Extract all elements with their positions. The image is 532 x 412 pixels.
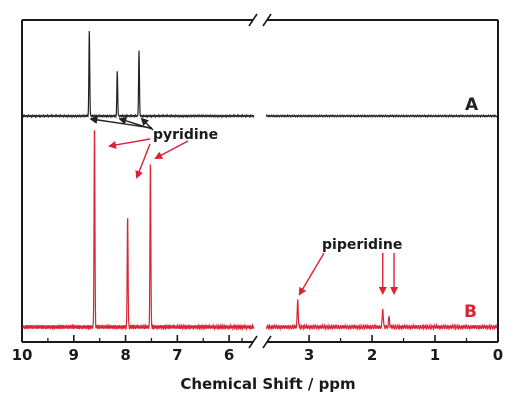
x-tick-label-2: 9 [69,346,79,364]
annotation-piperidine: piperidine [322,237,402,253]
trace-label-a: A [465,95,479,115]
x-tick-label-3: 8 [120,346,130,364]
plot-frame [21,13,499,349]
pyridine-arrow-b-3 [154,140,189,159]
x-tick-label-8: 1 [430,346,440,364]
trace-label-b: B [464,302,477,322]
peak-A-1 [88,29,91,32]
x-tick-label-4: 7 [172,346,182,364]
trace-B-left [22,130,255,332]
axis-break-bottom-mark-2 [262,335,272,349]
peak-B-2 [126,212,129,215]
x-tick-label-9: 0 [493,346,503,364]
pyridine-arrow-b-1 [108,138,151,149]
trace-B [22,130,498,332]
pyridine-arrow-b-2 [135,143,151,179]
x-tick-label-7: 2 [367,346,377,364]
x-tick-label-1: 10 [12,346,33,364]
trace-A-right [265,113,498,119]
x-axis-title: Chemical Shift / ppm [180,375,355,393]
trace-A [22,29,498,119]
axis-break-top [248,13,272,27]
annotation-pyridine: pyridine [153,127,218,143]
trace-B-right [265,299,498,332]
axis-break-bottom [248,335,272,349]
x-tick-label-6: 3 [304,346,314,364]
piperidine-arrow-1 [298,252,325,296]
axis-break-top-mark-2 [262,13,272,27]
x-tick-label-5: 6 [224,346,234,364]
trace-A-left [22,31,255,119]
pyridine-arrow-a-2 [118,116,153,130]
axis-break-top-mark-1 [248,13,258,27]
annotation-arrows [89,115,399,296]
pyridine-arrow-a-3 [140,117,154,131]
peak-B-3 [149,157,152,160]
axis-break-top-gap [254,14,266,26]
x-axis-ticks: 10 9 8 7 6 3 2 1 0 [12,335,503,364]
axis-break-bottom-gap [254,336,266,348]
spectra [22,29,498,332]
axis-break-bottom-mark-1 [248,335,258,349]
